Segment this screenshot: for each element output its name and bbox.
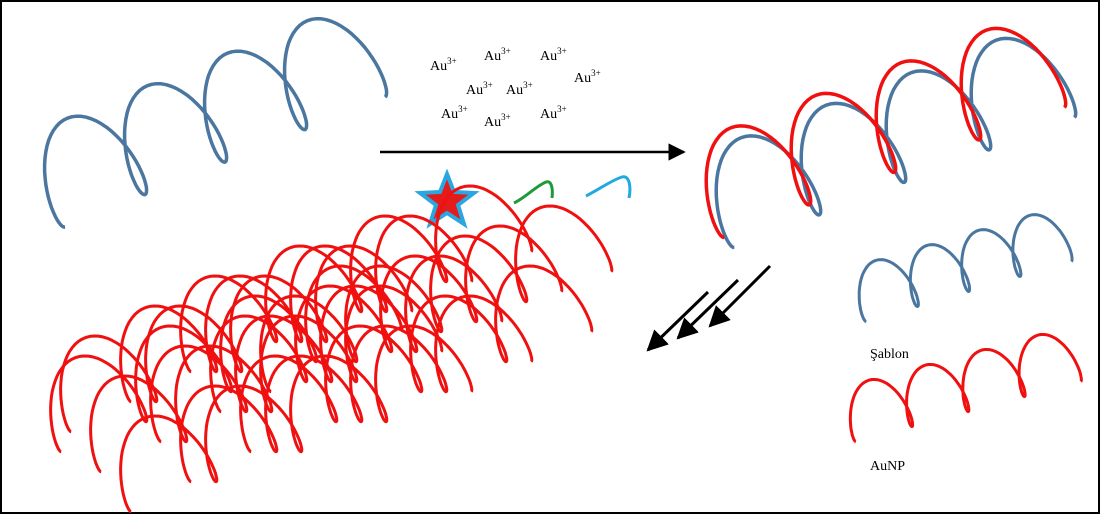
ion-charge: 3+	[501, 112, 511, 122]
frame	[1, 1, 1099, 513]
ion-charge: 3+	[458, 104, 468, 114]
ion-symbol: Au	[484, 115, 501, 130]
ion-charge: 3+	[557, 46, 567, 56]
diagram: Au3+Au3+Au3+Au3+Au3+Au3+Au3+Au3+Au3+ Şab…	[0, 0, 1101, 514]
ion-symbol: Au	[484, 49, 501, 64]
ion-charge: 3+	[501, 46, 511, 56]
ion-charge: 3+	[483, 80, 493, 90]
ion-symbol: Au	[574, 71, 591, 86]
ion-symbol: Au	[466, 83, 483, 98]
ion-symbol: Au	[540, 49, 557, 64]
ion-symbol: Au	[506, 83, 523, 98]
ion-charge: 3+	[447, 56, 457, 66]
ion-charge: 3+	[523, 80, 533, 90]
ion-symbol: Au	[430, 59, 447, 74]
legend-product: AuNP	[870, 459, 905, 474]
legend-template: Şablon	[870, 347, 909, 362]
ion-charge: 3+	[557, 104, 567, 114]
ion-charge: 3+	[591, 68, 601, 78]
ion-symbol: Au	[540, 107, 557, 122]
ion-symbol: Au	[441, 107, 458, 122]
